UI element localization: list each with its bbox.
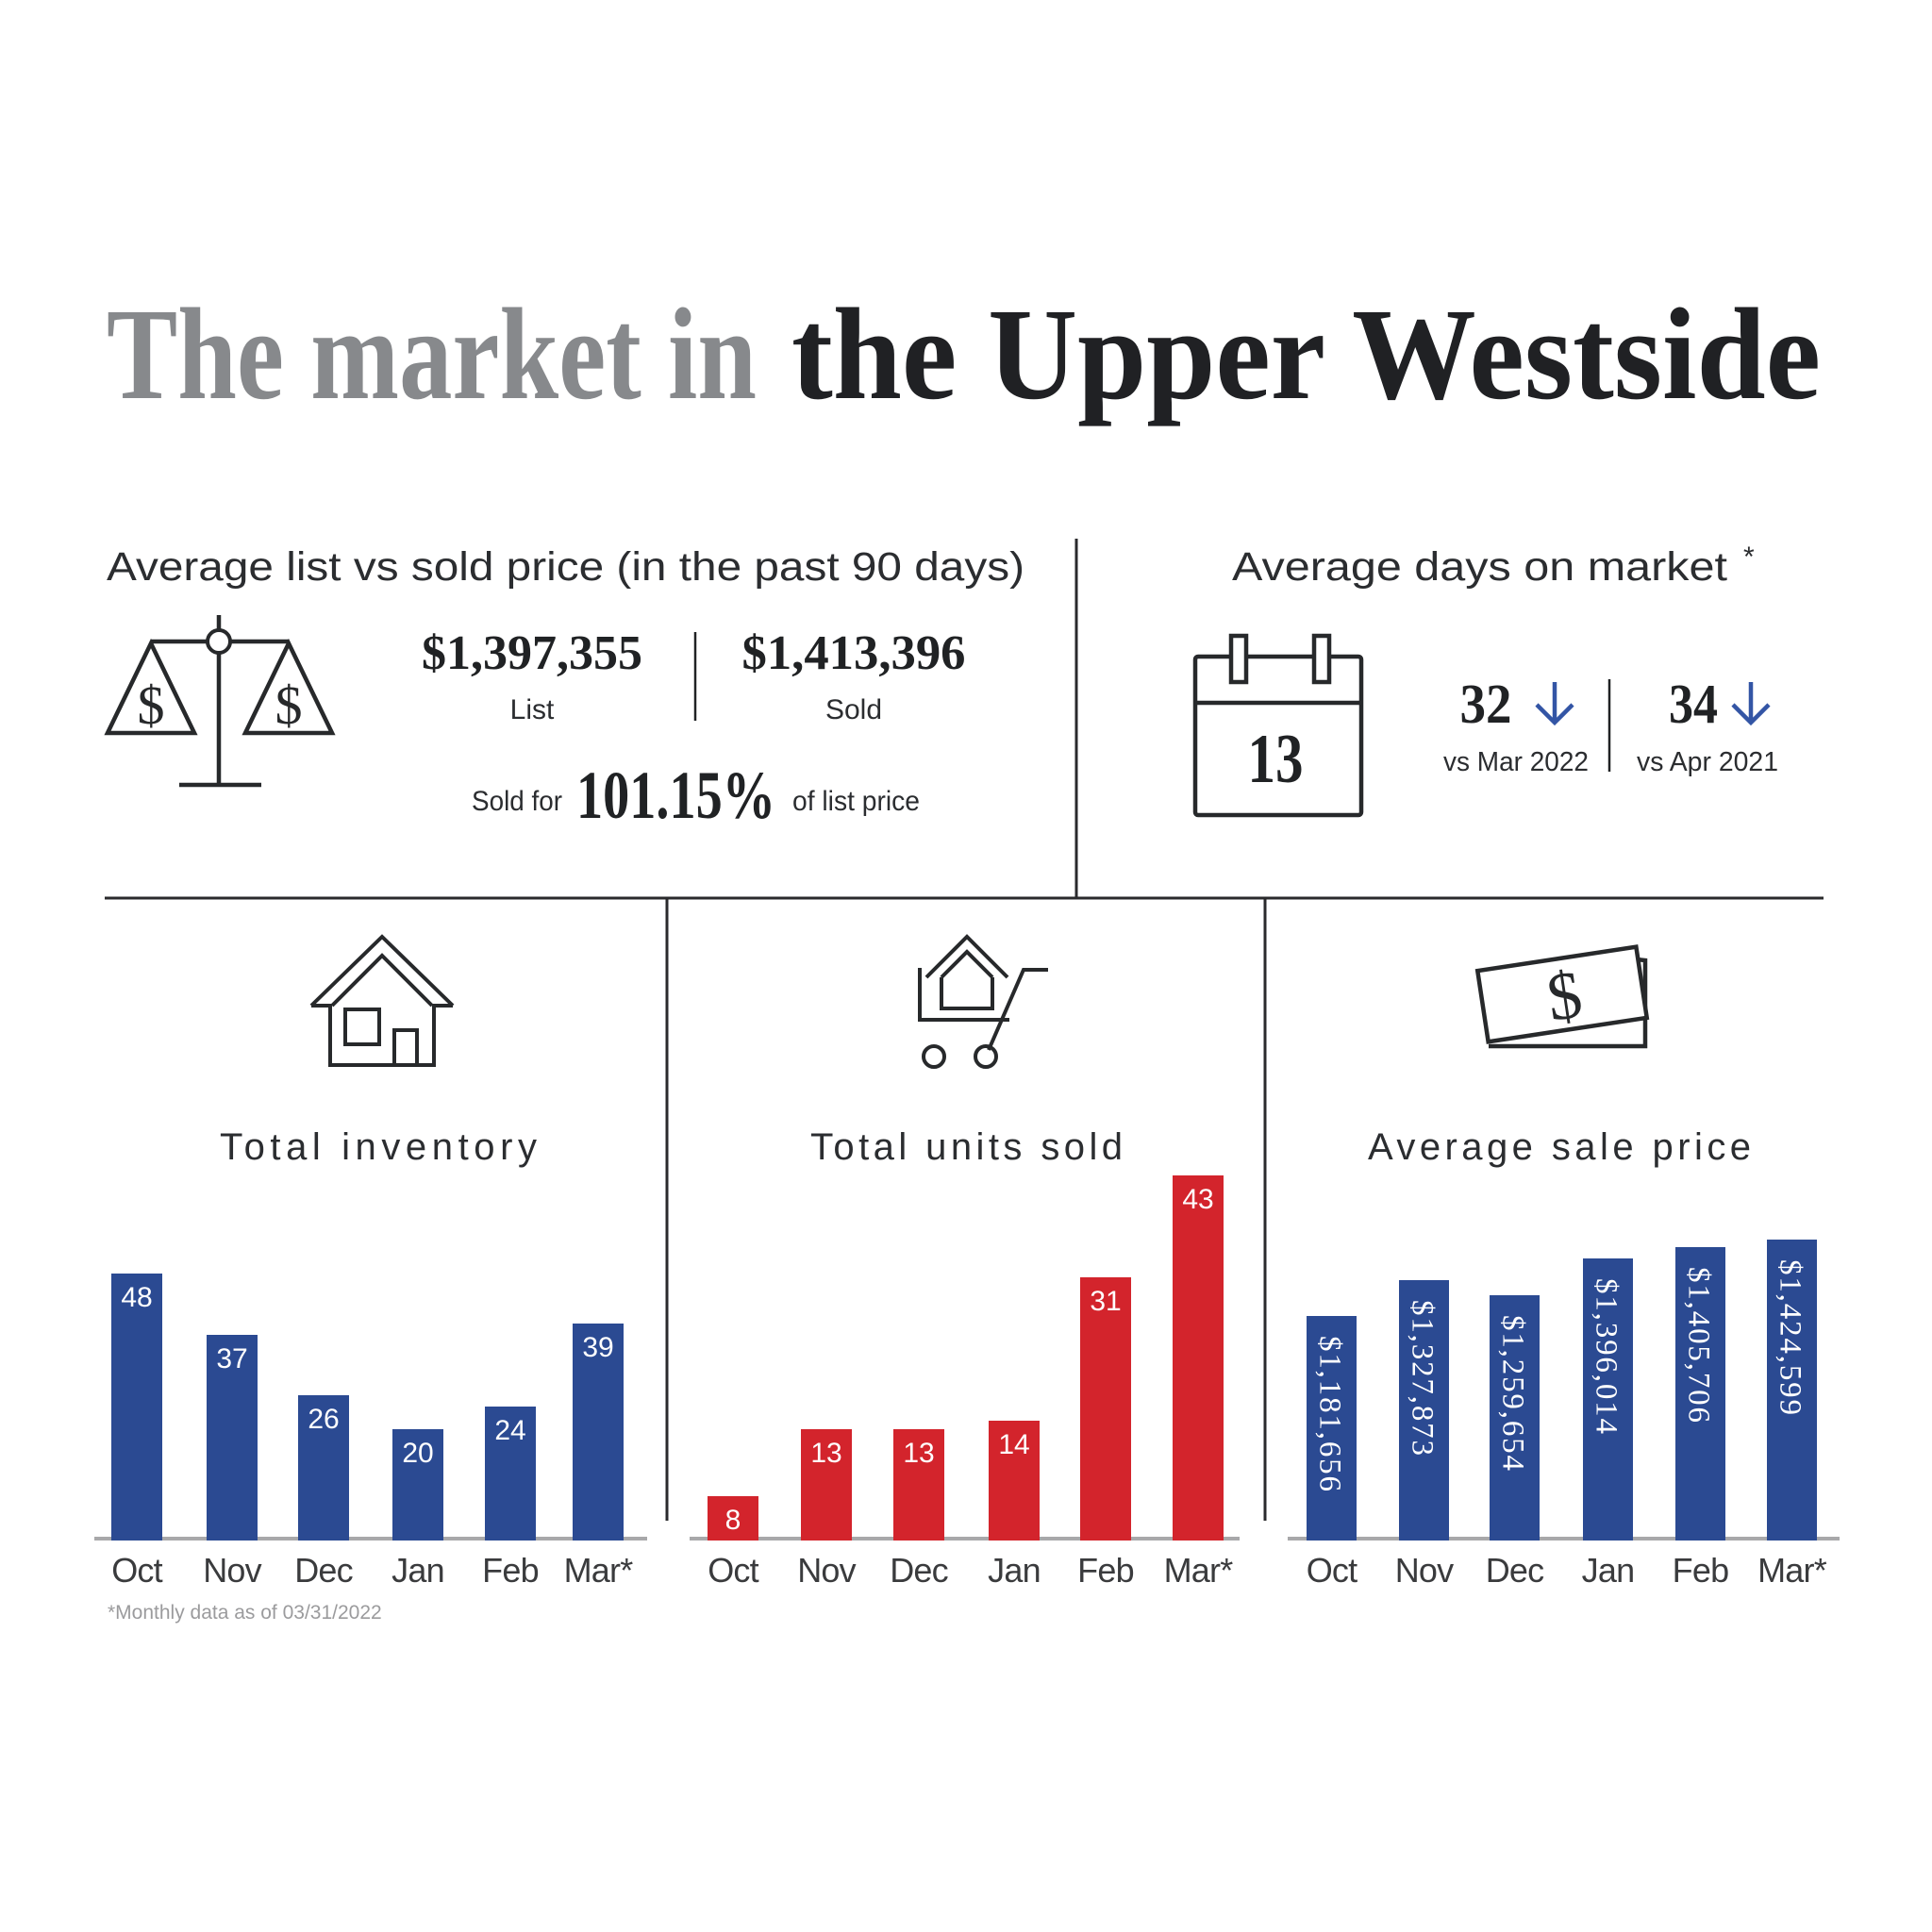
svg-text:Mar*: Mar*: [1164, 1551, 1234, 1590]
svg-text:Jan: Jan: [391, 1551, 444, 1590]
svg-text:$1,259,654: $1,259,654: [1496, 1315, 1530, 1471]
svg-text:Nov: Nov: [203, 1551, 261, 1590]
svg-text:Sold: Sold: [825, 694, 882, 725]
svg-text:*: *: [1743, 541, 1755, 573]
svg-text:$1,327,873: $1,327,873: [1406, 1300, 1440, 1456]
svg-text:Oct: Oct: [111, 1551, 162, 1590]
svg-text:Oct: Oct: [1307, 1551, 1357, 1590]
svg-text:$1,396,014: $1,396,014: [1590, 1278, 1624, 1434]
svg-text:13: 13: [903, 1438, 934, 1469]
svg-text:Average days on market: Average days on market: [1232, 544, 1727, 590]
svg-text:vs Mar 2022: vs Mar 2022: [1443, 747, 1589, 777]
svg-text:43: 43: [1182, 1184, 1213, 1215]
svg-text:34: 34: [1669, 673, 1718, 735]
svg-text:32: 32: [1460, 673, 1512, 735]
svg-text:39: 39: [582, 1332, 613, 1363]
svg-text:Jan: Jan: [988, 1551, 1041, 1590]
svg-text:$: $: [138, 675, 165, 736]
svg-text:$1,424,599: $1,424,599: [1774, 1259, 1807, 1415]
svg-text:8: 8: [725, 1505, 741, 1536]
svg-text:Average sale price: Average sale price: [1368, 1126, 1751, 1168]
svg-text:Mar*: Mar*: [564, 1551, 634, 1590]
svg-text:$1,181,656: $1,181,656: [1313, 1336, 1347, 1491]
svg-text:vs Apr 2021: vs Apr 2021: [1637, 747, 1778, 777]
svg-text:48: 48: [121, 1282, 152, 1313]
svg-text:Feb: Feb: [1077, 1551, 1134, 1590]
svg-text:*Monthly data as of 03/31/2022: *Monthly data as of 03/31/2022: [108, 1602, 382, 1624]
svg-text:$1,397,355: $1,397,355: [422, 626, 642, 680]
svg-text:the Upper Westside: the Upper Westside: [791, 282, 1821, 427]
svg-text:20: 20: [402, 1438, 433, 1469]
svg-text:Dec: Dec: [1486, 1551, 1544, 1590]
svg-text:Dec: Dec: [890, 1551, 948, 1590]
svg-text:Sold for: Sold for: [472, 786, 562, 817]
svg-text:Dec: Dec: [294, 1551, 353, 1590]
svg-text:Total units sold: Total units sold: [810, 1126, 1123, 1168]
svg-text:of list price: of list price: [792, 786, 920, 817]
svg-text:31: 31: [1090, 1286, 1121, 1317]
svg-text:13: 13: [810, 1438, 841, 1469]
svg-text:Mar*: Mar*: [1757, 1551, 1827, 1590]
svg-text:Feb: Feb: [482, 1551, 539, 1590]
svg-text:Average list vs sold price (in: Average list vs sold price (in the past …: [107, 544, 1024, 590]
svg-text:Feb: Feb: [1673, 1551, 1729, 1590]
svg-text:14: 14: [998, 1429, 1029, 1460]
svg-text:Nov: Nov: [797, 1551, 856, 1590]
svg-text:Jan: Jan: [1582, 1551, 1635, 1590]
svg-text:$: $: [275, 675, 303, 736]
svg-text:37: 37: [216, 1343, 247, 1374]
svg-text:13: 13: [1248, 721, 1304, 798]
svg-text:$1,413,396: $1,413,396: [742, 626, 966, 680]
svg-text:$1,405,706: $1,405,706: [1682, 1267, 1716, 1423]
svg-text:List: List: [510, 694, 555, 725]
svg-text:24: 24: [494, 1415, 525, 1446]
svg-text:Oct: Oct: [708, 1551, 758, 1590]
svg-text:The market in: The market in: [107, 282, 757, 427]
svg-text:101.15%: 101.15%: [576, 758, 775, 833]
svg-text:26: 26: [308, 1404, 339, 1435]
svg-text:Nov: Nov: [1395, 1551, 1454, 1590]
